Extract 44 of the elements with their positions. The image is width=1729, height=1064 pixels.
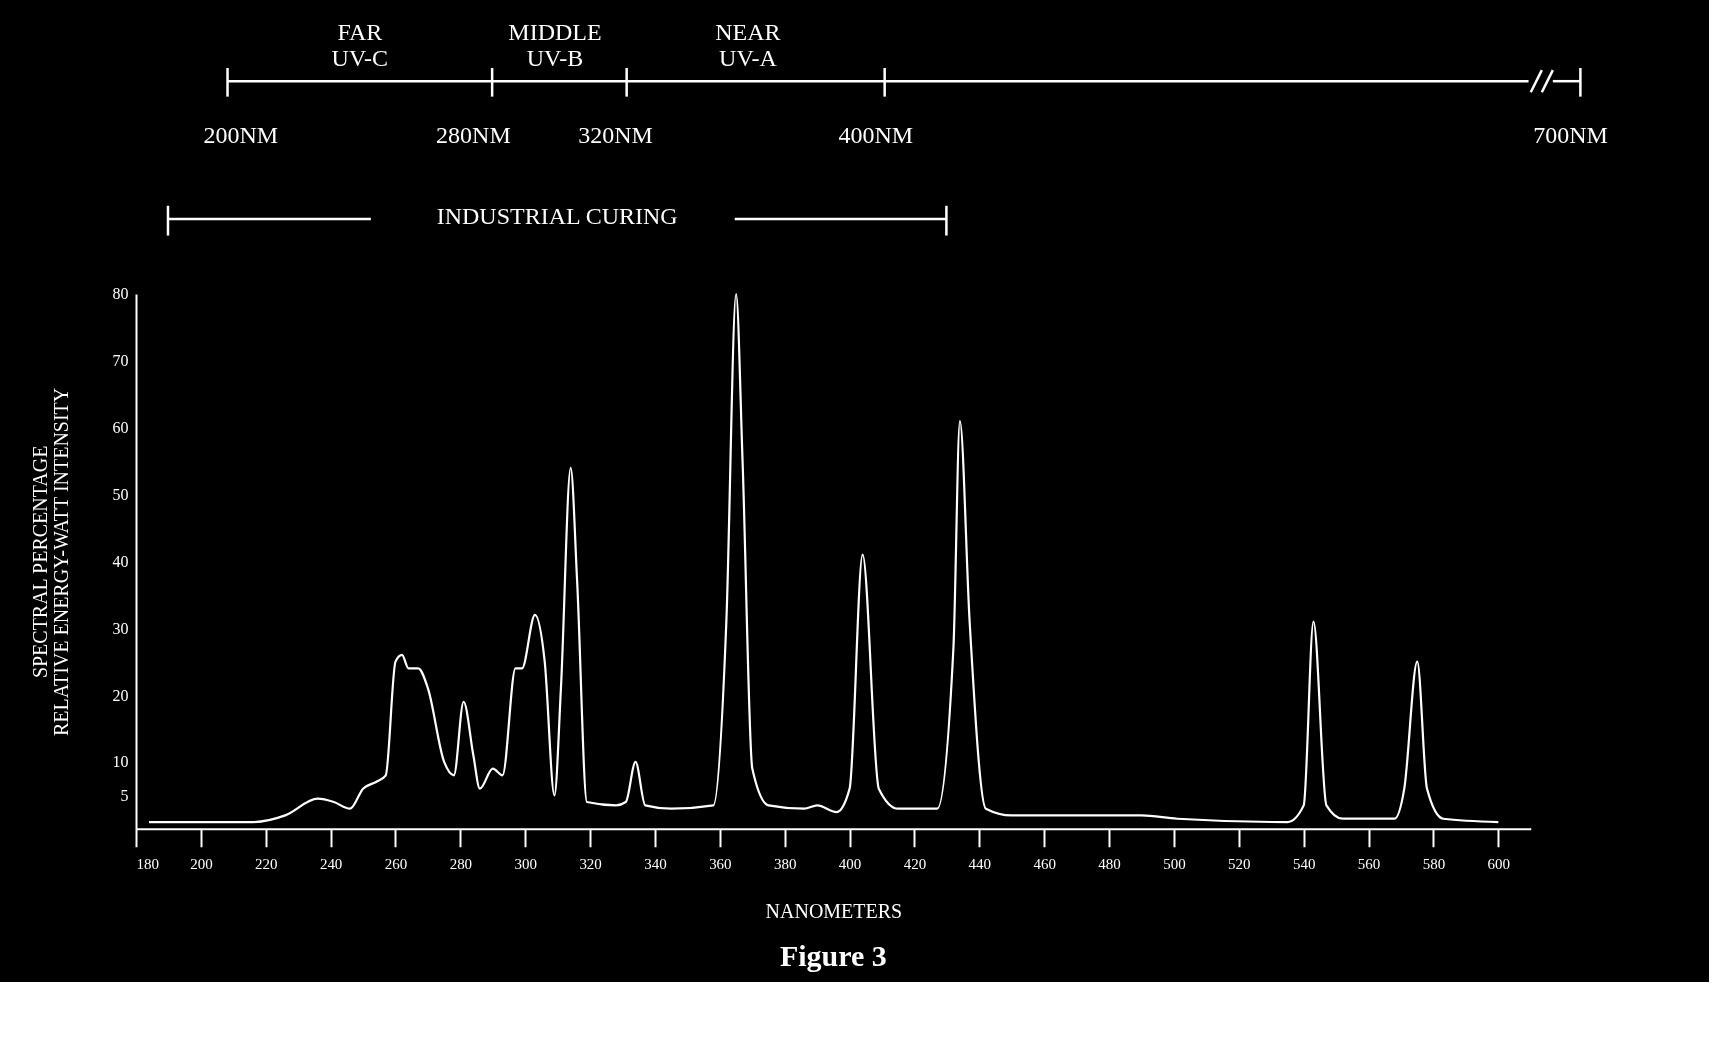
x-tick-label: 200	[190, 856, 213, 873]
text: FAR UV-C	[331, 18, 389, 71]
y-tick-label: 70	[112, 352, 129, 370]
y-tick-label: 30	[112, 619, 129, 637]
x-tick-label: 560	[1357, 856, 1381, 873]
y-tick-label: 10	[112, 753, 129, 771]
x-tick-label: 300	[514, 856, 537, 873]
x-tick-label: 320	[579, 856, 602, 873]
x-tick-label: 520	[1228, 856, 1251, 873]
x-axis-title: NANOMETERS	[765, 900, 903, 923]
x-tick-label: 220	[255, 856, 278, 873]
text: INDUSTRIAL CURING	[436, 202, 678, 229]
text: 400NM	[838, 122, 914, 149]
y-tick-label: 60	[112, 419, 129, 437]
text: 320NM	[578, 122, 653, 149]
x-tick-label: 460	[1033, 856, 1056, 873]
x-tick-label: 480	[1098, 856, 1121, 873]
y-axis-title: SPECTRAL PERCENTAGE RELATIVE ENERGY-WATT INTENSITY	[28, 387, 73, 736]
x-tick-label: 500	[1163, 856, 1186, 873]
x-tick-label: 540	[1292, 856, 1316, 873]
text: MIDDLE UV-B	[508, 18, 602, 71]
x-tick-label: 280	[449, 856, 473, 873]
y-tick-label: 80	[112, 285, 129, 303]
x-tick-label: 180	[136, 856, 159, 873]
text: 280NM	[436, 122, 511, 149]
x-tick-label: 380	[773, 856, 797, 873]
x-tick-label: 260	[384, 856, 408, 873]
x-tick-label: 400	[838, 856, 862, 873]
x-tick-label: 580	[1422, 856, 1446, 873]
y-tick-label: 40	[112, 552, 129, 570]
x-tick-label: 340	[644, 856, 667, 873]
line-series	[147, 292, 1500, 824]
text: NEAR UV-A	[715, 18, 781, 71]
text: Figure 3	[779, 938, 887, 972]
y-tick-label: 50	[112, 486, 129, 504]
y-tick-label: 20	[112, 686, 129, 704]
x-tick-label: 440	[968, 856, 992, 873]
x-tick-label: 360	[709, 856, 732, 873]
x-tick-label: 600	[1487, 856, 1511, 873]
x-tick-label: 240	[319, 856, 343, 873]
text: 200NM	[203, 122, 279, 149]
y-tick-label: 5	[120, 786, 129, 804]
x-tick-label: 420	[903, 856, 927, 873]
text: 700NM	[1533, 122, 1608, 149]
